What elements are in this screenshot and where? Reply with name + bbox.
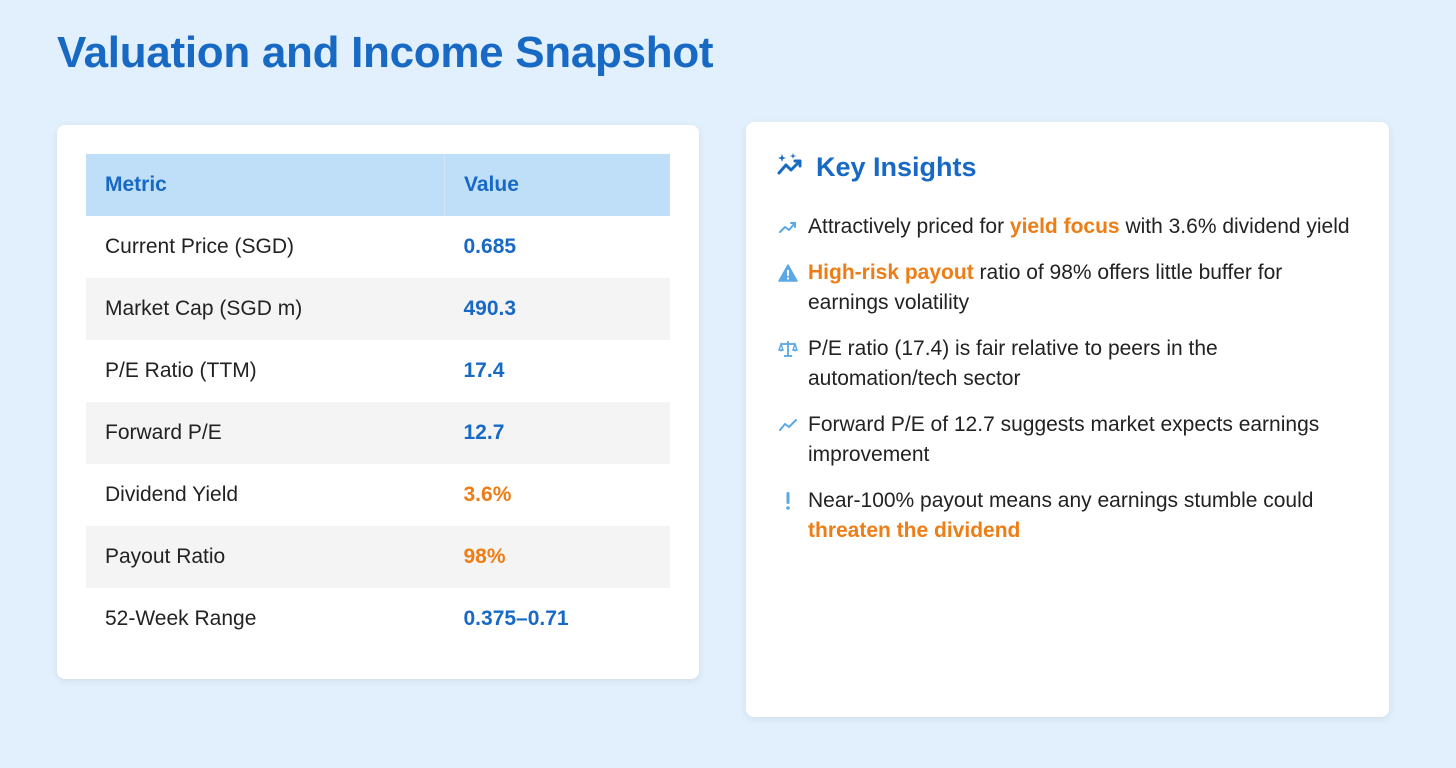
table-row: Forward P/E 12.7 [86,402,670,464]
warning-icon [776,258,800,288]
insight-text: High-risk payout ratio of 98% offers lit… [808,258,1356,318]
metric-cell: Market Cap (SGD m) [86,278,445,340]
table-row: Current Price (SGD) 0.685 [86,216,670,278]
insight-item: Forward P/E of 12.7 suggests market expe… [776,410,1356,470]
table-row: 52-Week Range 0.375–0.71 [86,588,670,650]
insight-item: High-risk payout ratio of 98% offers lit… [776,258,1356,318]
value-cell: 490.3 [444,278,670,340]
table-row: P/E Ratio (TTM) 17.4 [86,340,670,402]
table-row: Market Cap (SGD m) 490.3 [86,278,670,340]
insight-text-part: with 3.6% dividend yield [1119,215,1350,238]
insight-text: Forward P/E of 12.7 suggests market expe… [808,410,1356,470]
insight-item: P/E ratio (17.4) is fair relative to pee… [776,334,1356,394]
insight-text: P/E ratio (17.4) is fair relative to pee… [808,334,1356,394]
metrics-card: Metric Value Current Price (SGD) 0.685 Mar… [57,125,699,679]
value-cell: 3.6% [463,483,512,506]
insight-highlight: High-risk payout [808,261,974,284]
insight-highlight: threaten the dividend [808,519,1021,542]
metrics-table: Metric Value Current Price (SGD) 0.685 Mar… [86,154,670,650]
metric-cell: Forward P/E [86,402,445,464]
insight-text-part: Attractively priced for [808,215,1010,238]
table-row: Payout Ratio 98% [86,526,670,588]
exclamation-icon [776,486,800,516]
insight-item: Attractively priced for yield focus with… [776,212,1356,242]
metric-cell: Dividend Yield [105,483,239,506]
value-cell: 12.7 [444,402,670,464]
value-cell: 0.685 [463,235,517,258]
insight-text-part: ratio of 98% offers little buffer for ea… [808,261,1283,314]
metrics-table-body: Current Price (SGD) 0.685 Market Cap (SGD … [86,216,670,650]
trend-up-icon [776,212,800,242]
insights-list: Attractively priced for yield focus with… [776,212,1356,562]
insights-card: Key Insights Attractively priced for yie… [746,122,1389,717]
insight-item: Near-100% payout means any earnings stum… [776,486,1356,546]
insight-text: Near-100% payout means any earnings stum… [808,486,1356,546]
value-column-header: Value [444,154,670,216]
value-cell: 98% [444,526,670,588]
chart-sparkle-icon [776,152,804,183]
metric-cell: P/E Ratio (TTM) [105,359,257,382]
metric-cell: Current Price (SGD) [105,235,295,258]
value-cell: 0.375–0.71 [463,607,569,630]
insight-text-part: Near-100% payout means any earnings stum… [808,489,1314,512]
page-title: Valuation and Income Snapshot [57,28,714,77]
insights-header: Key Insights [776,152,977,183]
metric-cell: 52-Week Range [105,607,257,630]
insights-title: Key Insights [816,152,977,182]
table-row: Dividend Yield 3.6% [86,464,670,526]
table-header-row: Metric Value [86,154,670,216]
value-cell: 17.4 [463,359,505,382]
metric-column-header: Metric [86,154,445,216]
insight-text: Attractively priced for yield focus with… [808,212,1356,242]
insight-highlight: yield focus [1009,215,1120,238]
scale-icon [776,334,800,364]
insight-text-part: Forward P/E of 12.7 suggests market expe… [808,413,1320,466]
trend-line-icon [776,410,800,440]
insight-text-part: P/E ratio (17.4) is fair relative to pee… [808,337,1218,390]
metric-cell: Payout Ratio [86,526,445,588]
